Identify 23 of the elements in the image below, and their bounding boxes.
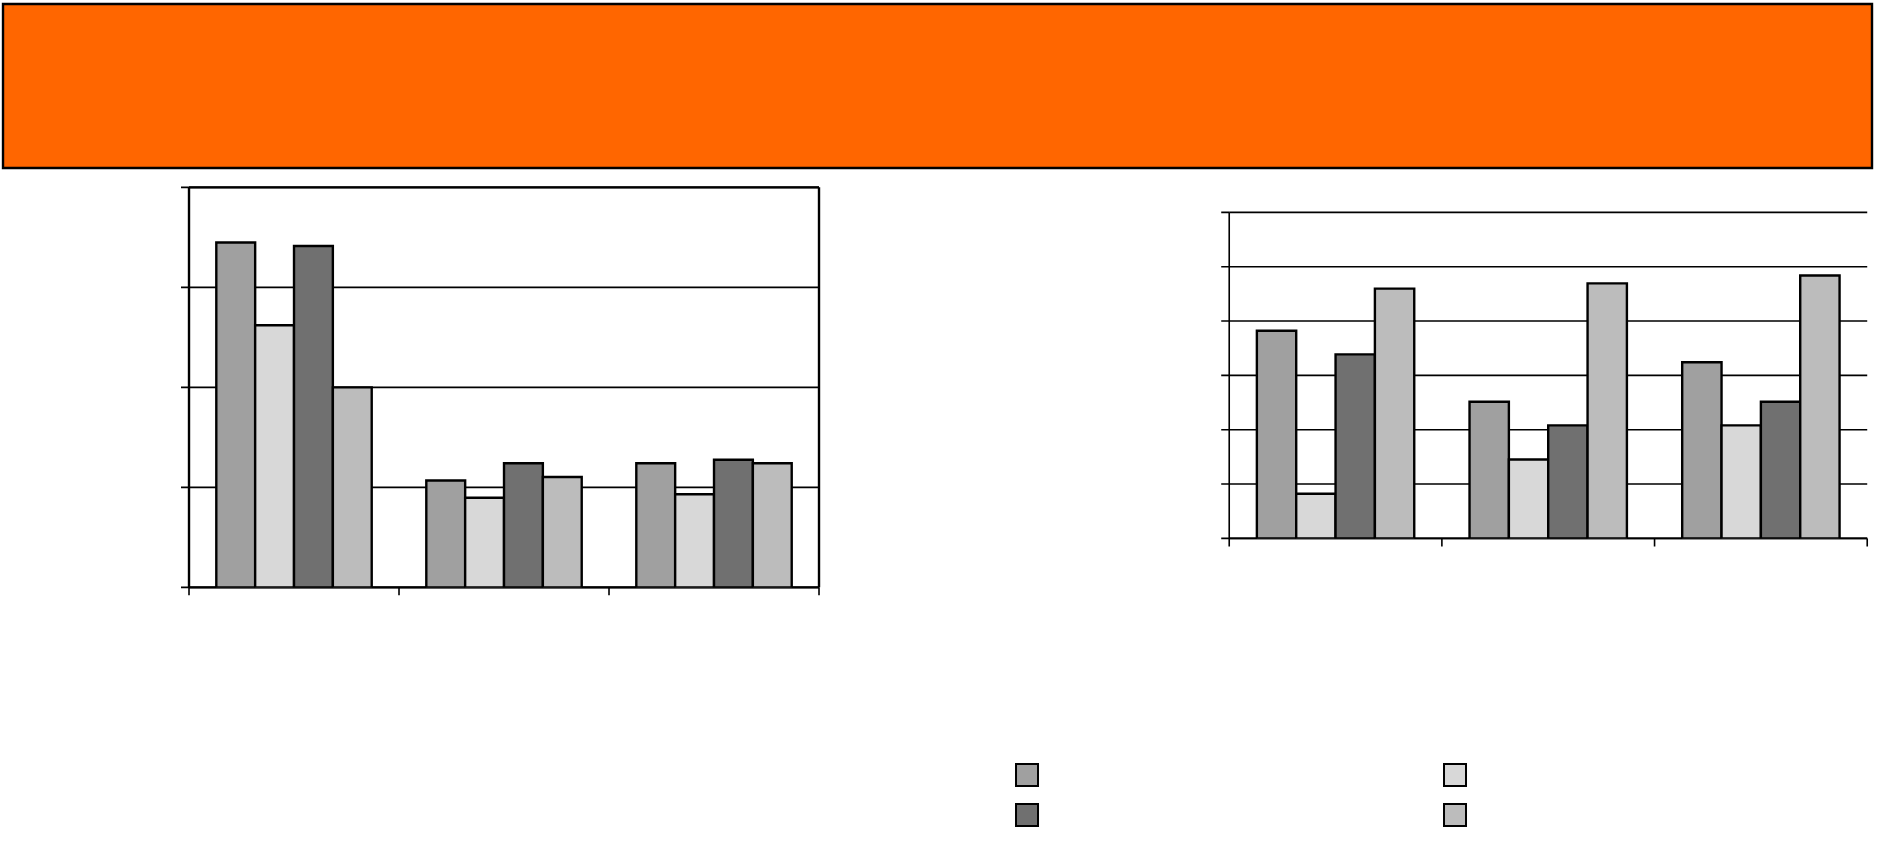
bar (253, 324, 296, 588)
bar (751, 462, 793, 588)
bar (463, 496, 506, 588)
bar (292, 244, 335, 588)
bar (1373, 287, 1416, 539)
bar (635, 462, 677, 588)
bar (1720, 424, 1763, 539)
bar (1468, 400, 1511, 539)
bar (712, 458, 755, 588)
bar (1799, 274, 1841, 539)
bar (1507, 458, 1550, 539)
bar (1255, 329, 1298, 539)
bar (1547, 424, 1589, 539)
bar (502, 462, 545, 588)
bar (541, 475, 583, 588)
bar (1681, 361, 1723, 539)
bar (1334, 353, 1377, 539)
bar (673, 493, 716, 588)
bar (331, 386, 373, 588)
bar (215, 241, 257, 588)
bar (425, 479, 467, 588)
bar (1586, 282, 1629, 539)
bar (1759, 400, 1802, 539)
